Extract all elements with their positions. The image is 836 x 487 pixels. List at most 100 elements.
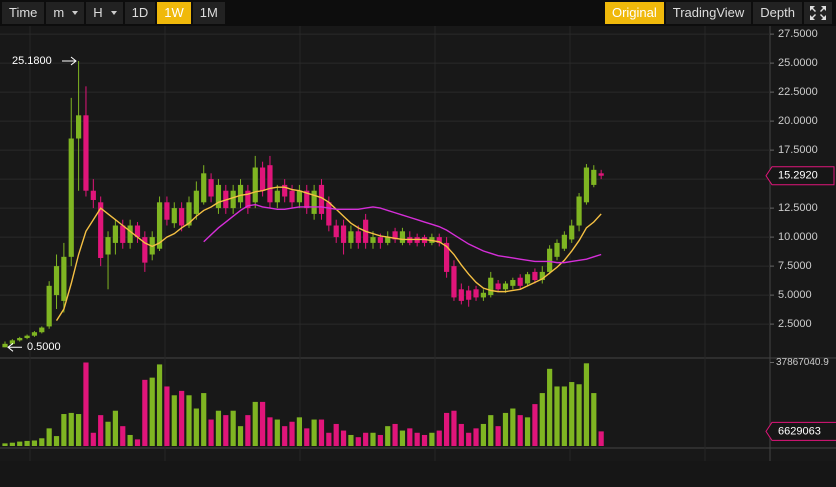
volume-bar <box>76 414 82 446</box>
volume-bar <box>488 415 494 446</box>
view-button[interactable]: TradingView <box>665 2 752 24</box>
volume-bar <box>355 437 361 446</box>
volume-bar <box>230 410 236 446</box>
volume-bar <box>142 379 148 446</box>
volume-bar <box>370 432 376 446</box>
candle-body <box>326 202 332 226</box>
candle-body <box>61 256 67 301</box>
candle-body <box>488 277 494 296</box>
volume-bar <box>510 408 516 446</box>
candle-body <box>245 190 251 209</box>
volume-bar <box>39 438 45 446</box>
candle-body <box>348 231 354 243</box>
volume-bar <box>2 443 8 446</box>
volume-bar <box>377 434 383 446</box>
volume-bar <box>348 434 354 446</box>
volume-bar <box>466 432 472 446</box>
interval-button[interactable]: 1W <box>157 2 191 24</box>
candle-body <box>267 165 273 203</box>
candle-body <box>83 115 89 191</box>
volume-bar <box>340 430 347 446</box>
volume-bar <box>208 419 214 446</box>
candle-body <box>539 271 545 281</box>
volume-bar <box>407 428 413 446</box>
candle-body <box>473 289 479 298</box>
candle-body <box>142 237 148 263</box>
candle-body <box>583 167 590 203</box>
candle-body <box>289 190 295 203</box>
candle-body <box>46 285 52 327</box>
fullscreen-icon <box>810 6 826 20</box>
candle-body <box>53 266 60 296</box>
y-tick-label: 17.5000 <box>778 144 818 156</box>
candle-body <box>252 167 258 203</box>
interval-button[interactable]: Time <box>2 2 45 24</box>
candle-body <box>392 231 398 240</box>
volume-bar <box>480 423 486 446</box>
volume-bar <box>561 386 567 446</box>
candle-body <box>76 115 82 139</box>
interval-button[interactable]: 1D <box>124 2 156 24</box>
candle-body <box>466 290 472 300</box>
volume-bar <box>112 410 118 446</box>
candle-body <box>9 340 15 344</box>
candle-body <box>296 190 302 203</box>
candle-body <box>532 271 538 281</box>
intervals: Time m H 1D 1W 1M <box>0 2 225 24</box>
candle-body <box>171 208 177 224</box>
volume-bar <box>260 401 266 446</box>
candle-body <box>260 167 266 191</box>
volume-bar <box>156 364 163 446</box>
candle-body <box>237 184 244 203</box>
volume-bar <box>127 434 133 446</box>
volume-bar <box>17 441 23 446</box>
y-tick-label: 12.5000 <box>778 202 818 214</box>
volume-bar <box>502 412 509 446</box>
view-button[interactable]: Depth <box>753 2 802 24</box>
fullscreen-button[interactable] <box>804 2 832 24</box>
view-button[interactable]: Original <box>604 2 664 24</box>
volume-bar <box>318 419 325 446</box>
volume-bar <box>53 436 60 446</box>
interval-button[interactable]: m <box>46 2 85 24</box>
y-tick-label: 10.0000 <box>778 231 818 243</box>
toolbar: Time m H 1D 1W 1M Original TradingView Depth <box>0 0 836 26</box>
volume-bar <box>444 412 450 446</box>
candle-body <box>193 190 199 214</box>
volume-bar <box>105 421 111 446</box>
volume-bar <box>333 423 339 446</box>
candle-body <box>451 266 457 298</box>
candle-body <box>186 202 192 226</box>
volume-bar <box>495 426 501 446</box>
volume-bar <box>274 419 280 446</box>
volume-bar <box>421 434 428 446</box>
candle-body <box>179 208 185 226</box>
candle-body <box>2 343 8 348</box>
volume-bar <box>98 415 104 446</box>
volume-bar <box>134 439 141 446</box>
volume-bar <box>223 415 229 446</box>
volume-bar <box>24 440 30 446</box>
volume-bar <box>385 426 391 446</box>
candle-body <box>112 225 118 243</box>
volume-bar <box>554 386 560 446</box>
interval-button[interactable]: H <box>86 2 123 24</box>
volume-bar <box>591 393 597 446</box>
volume-bar <box>201 393 207 446</box>
candle-body <box>561 234 567 249</box>
y-tick-label: 27.5000 <box>778 28 818 40</box>
volume-bar <box>598 431 604 446</box>
candle-body <box>215 184 222 209</box>
last-volume-box <box>765 421 836 441</box>
volume-bar <box>517 415 523 446</box>
last-volume-label: 6629063 <box>778 425 821 437</box>
y-tick-label: 7.5000 <box>778 260 812 272</box>
candle-body <box>399 231 406 243</box>
candle-body <box>576 196 582 226</box>
moving-average-line <box>203 203 602 264</box>
volume-bar <box>532 404 538 446</box>
volume-bar <box>399 430 406 446</box>
interval-button[interactable]: 1M <box>192 2 225 24</box>
volume-bar <box>245 415 251 446</box>
candle-body <box>340 225 347 243</box>
